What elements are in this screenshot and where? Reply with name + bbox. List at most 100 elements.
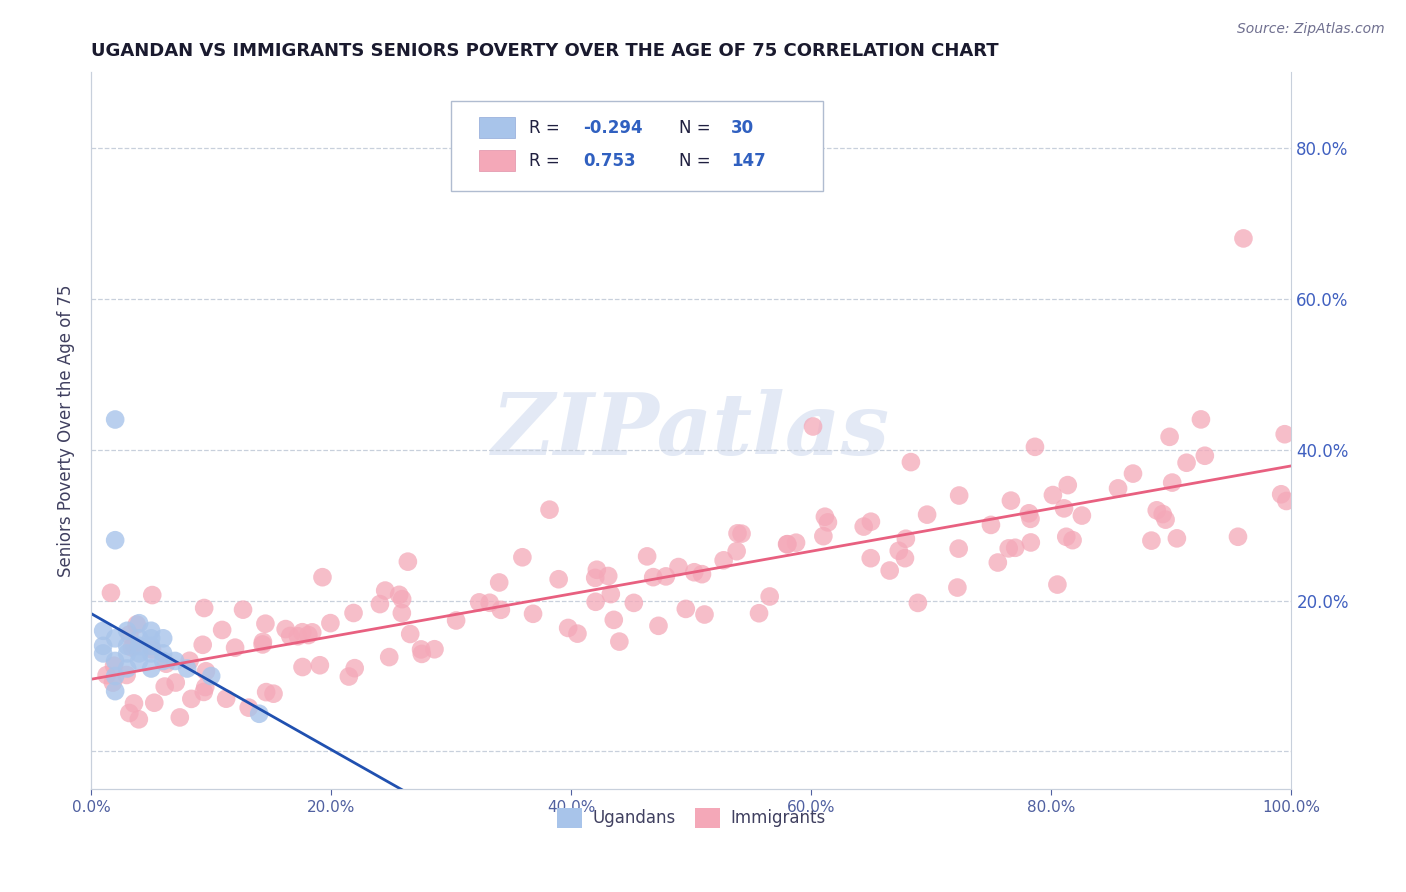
Point bbox=[468, 595, 491, 609]
Point bbox=[169, 710, 191, 724]
Point bbox=[1018, 506, 1040, 520]
Text: -0.294: -0.294 bbox=[583, 119, 643, 136]
Point bbox=[200, 669, 222, 683]
Point bbox=[263, 687, 285, 701]
Point bbox=[1054, 530, 1077, 544]
Point bbox=[1056, 478, 1078, 492]
Point bbox=[152, 632, 174, 646]
Point bbox=[997, 541, 1019, 556]
Point bbox=[409, 642, 432, 657]
Point bbox=[948, 541, 970, 556]
Point bbox=[655, 569, 678, 583]
Point bbox=[643, 570, 665, 584]
Point bbox=[915, 508, 938, 522]
Point bbox=[894, 551, 917, 566]
Point bbox=[598, 569, 620, 583]
Y-axis label: Seniors Poverty Over the Age of 75: Seniors Poverty Over the Age of 75 bbox=[58, 285, 75, 577]
Point bbox=[115, 668, 138, 682]
Point bbox=[1275, 494, 1298, 508]
Point bbox=[337, 669, 360, 683]
Point bbox=[143, 696, 166, 710]
Point bbox=[254, 616, 277, 631]
Text: Source: ZipAtlas.com: Source: ZipAtlas.com bbox=[1237, 22, 1385, 37]
Point bbox=[725, 544, 748, 558]
Point bbox=[104, 632, 127, 646]
Point bbox=[1046, 577, 1069, 591]
Point bbox=[141, 642, 163, 657]
Point bbox=[388, 588, 411, 602]
Point bbox=[987, 556, 1010, 570]
Point bbox=[194, 680, 217, 694]
Point bbox=[478, 596, 501, 610]
Point bbox=[247, 706, 270, 721]
Point bbox=[252, 635, 274, 649]
Point bbox=[522, 607, 544, 621]
Point bbox=[252, 637, 274, 651]
Point bbox=[512, 550, 534, 565]
Point bbox=[297, 628, 319, 642]
Point bbox=[128, 639, 150, 653]
Point bbox=[1175, 456, 1198, 470]
Point bbox=[675, 602, 697, 616]
Point bbox=[668, 560, 690, 574]
Point bbox=[179, 654, 201, 668]
Point bbox=[118, 706, 141, 720]
Point bbox=[128, 616, 150, 631]
Point bbox=[115, 661, 138, 675]
Point bbox=[879, 564, 901, 578]
Point bbox=[152, 654, 174, 668]
Point bbox=[153, 680, 176, 694]
Point bbox=[115, 647, 138, 661]
Point bbox=[1152, 507, 1174, 521]
Point bbox=[603, 613, 626, 627]
Point bbox=[852, 519, 875, 533]
Point bbox=[311, 570, 333, 584]
Point bbox=[155, 657, 177, 671]
Point bbox=[585, 563, 607, 577]
Point bbox=[191, 638, 214, 652]
Point bbox=[887, 543, 910, 558]
Point bbox=[693, 607, 716, 622]
Point bbox=[1232, 231, 1254, 245]
Point bbox=[623, 596, 645, 610]
Point bbox=[411, 647, 433, 661]
Point bbox=[374, 583, 396, 598]
Point bbox=[141, 647, 163, 661]
Point bbox=[748, 606, 770, 620]
Point bbox=[254, 685, 277, 699]
Point bbox=[180, 691, 202, 706]
Point bbox=[128, 654, 150, 668]
Point bbox=[291, 625, 314, 640]
Point bbox=[585, 595, 607, 609]
Point bbox=[894, 532, 917, 546]
Point bbox=[1189, 412, 1212, 426]
Point bbox=[1194, 449, 1216, 463]
Point bbox=[1227, 530, 1250, 544]
Point bbox=[1140, 533, 1163, 548]
Point bbox=[1053, 501, 1076, 516]
Point bbox=[730, 526, 752, 541]
Point bbox=[1070, 508, 1092, 523]
Point bbox=[342, 606, 364, 620]
Point bbox=[104, 412, 127, 426]
Point bbox=[1019, 535, 1042, 549]
Point bbox=[125, 617, 148, 632]
Point bbox=[194, 665, 217, 679]
Bar bbox=[479, 117, 515, 138]
Point bbox=[165, 675, 187, 690]
Point bbox=[1166, 532, 1188, 546]
Point bbox=[948, 489, 970, 503]
Point bbox=[141, 639, 163, 653]
Point bbox=[391, 606, 413, 620]
Point bbox=[343, 661, 366, 675]
Point bbox=[444, 614, 467, 628]
Point bbox=[776, 537, 799, 551]
FancyBboxPatch shape bbox=[451, 101, 824, 191]
Point bbox=[104, 533, 127, 548]
Point bbox=[583, 571, 606, 585]
Point bbox=[900, 455, 922, 469]
Point bbox=[141, 624, 163, 638]
Point bbox=[104, 669, 127, 683]
Point bbox=[813, 529, 835, 543]
Point bbox=[391, 592, 413, 607]
